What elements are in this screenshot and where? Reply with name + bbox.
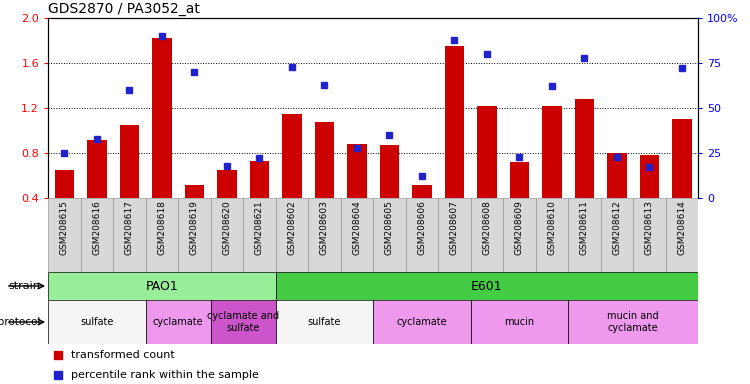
Text: GSM208602: GSM208602 [287,200,296,255]
Bar [48,198,80,272]
Bar [55,170,74,198]
Bar [601,198,633,272]
Text: GSM208604: GSM208604 [352,200,362,255]
Bar [217,170,236,198]
Bar [640,155,659,198]
Bar [184,184,204,198]
Bar [373,300,470,344]
Text: GSM208610: GSM208610 [548,200,556,255]
Bar [282,114,302,198]
Text: GSM208617: GSM208617 [124,200,134,255]
Bar [380,145,399,198]
Bar [542,106,562,198]
Text: GSM208608: GSM208608 [482,200,491,255]
Text: GDS2870 / PA3052_at: GDS2870 / PA3052_at [48,2,200,16]
Bar [178,198,211,272]
Bar [87,139,106,198]
Bar [672,119,692,198]
Bar [470,198,503,272]
Bar [412,184,431,198]
Text: GSM208613: GSM208613 [645,200,654,255]
Text: percentile rank within the sample: percentile rank within the sample [70,370,259,380]
Bar [347,144,367,198]
Text: GSM208612: GSM208612 [612,200,621,255]
Bar [146,198,178,272]
Bar [477,106,496,198]
Bar [152,38,172,198]
Bar [308,198,340,272]
Text: GSM208614: GSM208614 [677,200,686,255]
Bar [665,198,698,272]
Bar [574,99,594,198]
Text: GSM208611: GSM208611 [580,200,589,255]
Text: GSM208606: GSM208606 [417,200,426,255]
Bar [80,198,113,272]
Text: GSM208603: GSM208603 [320,200,328,255]
Text: GSM208615: GSM208615 [60,200,69,255]
Bar [48,300,146,344]
Text: PAO1: PAO1 [146,280,178,293]
Text: cyclamate and
sulfate: cyclamate and sulfate [207,311,279,333]
Text: sulfate: sulfate [80,317,113,327]
Bar [243,198,275,272]
Bar [509,162,529,198]
Bar [275,272,698,300]
Text: cyclamate: cyclamate [153,317,203,327]
Bar [340,198,373,272]
Bar [438,198,470,272]
Text: strain: strain [9,281,40,291]
Text: cyclamate: cyclamate [397,317,447,327]
Text: transformed count: transformed count [70,350,175,360]
Bar [470,300,568,344]
Text: GSM208620: GSM208620 [222,200,231,255]
Text: sulfate: sulfate [308,317,341,327]
Bar [373,198,406,272]
Bar [211,198,243,272]
Bar [633,198,665,272]
Bar [536,198,568,272]
Bar [250,161,269,198]
Text: mucin: mucin [504,317,534,327]
Bar [113,198,146,272]
Text: GSM208607: GSM208607 [450,200,459,255]
Text: E601: E601 [471,280,502,293]
Bar [275,198,308,272]
Bar [146,300,211,344]
Bar [503,198,536,272]
Text: GSM208609: GSM208609 [514,200,523,255]
Bar [211,300,275,344]
Bar [48,272,275,300]
Text: growth protocol: growth protocol [0,317,40,327]
Bar [445,46,464,198]
Text: GSM208618: GSM208618 [158,200,166,255]
Bar [406,198,438,272]
Text: GSM208621: GSM208621 [255,200,264,255]
Bar [607,153,626,198]
Text: GSM208616: GSM208616 [92,200,101,255]
Bar [119,125,139,198]
Bar [275,300,373,344]
Text: GSM208619: GSM208619 [190,200,199,255]
Bar [568,198,601,272]
Bar [568,300,698,344]
Bar [314,121,334,198]
Text: mucin and
cyclamate: mucin and cyclamate [608,311,658,333]
Text: GSM208605: GSM208605 [385,200,394,255]
